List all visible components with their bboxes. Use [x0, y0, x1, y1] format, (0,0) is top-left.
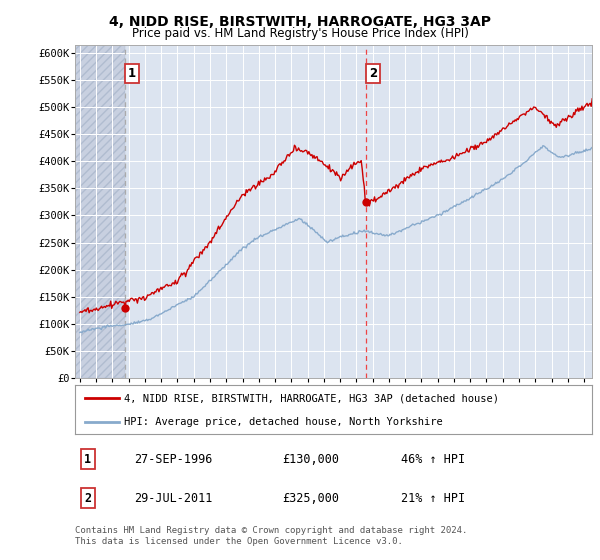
Text: 2: 2 — [85, 492, 91, 505]
Text: HPI: Average price, detached house, North Yorkshire: HPI: Average price, detached house, Nort… — [124, 417, 443, 427]
Text: Contains HM Land Registry data © Crown copyright and database right 2024.
This d: Contains HM Land Registry data © Crown c… — [75, 526, 467, 546]
Text: 4, NIDD RISE, BIRSTWITH, HARROGATE, HG3 3AP: 4, NIDD RISE, BIRSTWITH, HARROGATE, HG3 … — [109, 15, 491, 29]
Text: 29-JUL-2011: 29-JUL-2011 — [134, 492, 213, 505]
Text: 21% ↑ HPI: 21% ↑ HPI — [401, 492, 465, 505]
Text: Price paid vs. HM Land Registry's House Price Index (HPI): Price paid vs. HM Land Registry's House … — [131, 27, 469, 40]
Text: £130,000: £130,000 — [282, 452, 339, 466]
Text: 27-SEP-1996: 27-SEP-1996 — [134, 452, 213, 466]
Text: 1: 1 — [128, 67, 136, 80]
Text: 1: 1 — [85, 452, 91, 466]
Text: 46% ↑ HPI: 46% ↑ HPI — [401, 452, 465, 466]
Text: £325,000: £325,000 — [282, 492, 339, 505]
Text: 4, NIDD RISE, BIRSTWITH, HARROGATE, HG3 3AP (detached house): 4, NIDD RISE, BIRSTWITH, HARROGATE, HG3 … — [124, 393, 499, 403]
Text: 2: 2 — [369, 67, 377, 80]
